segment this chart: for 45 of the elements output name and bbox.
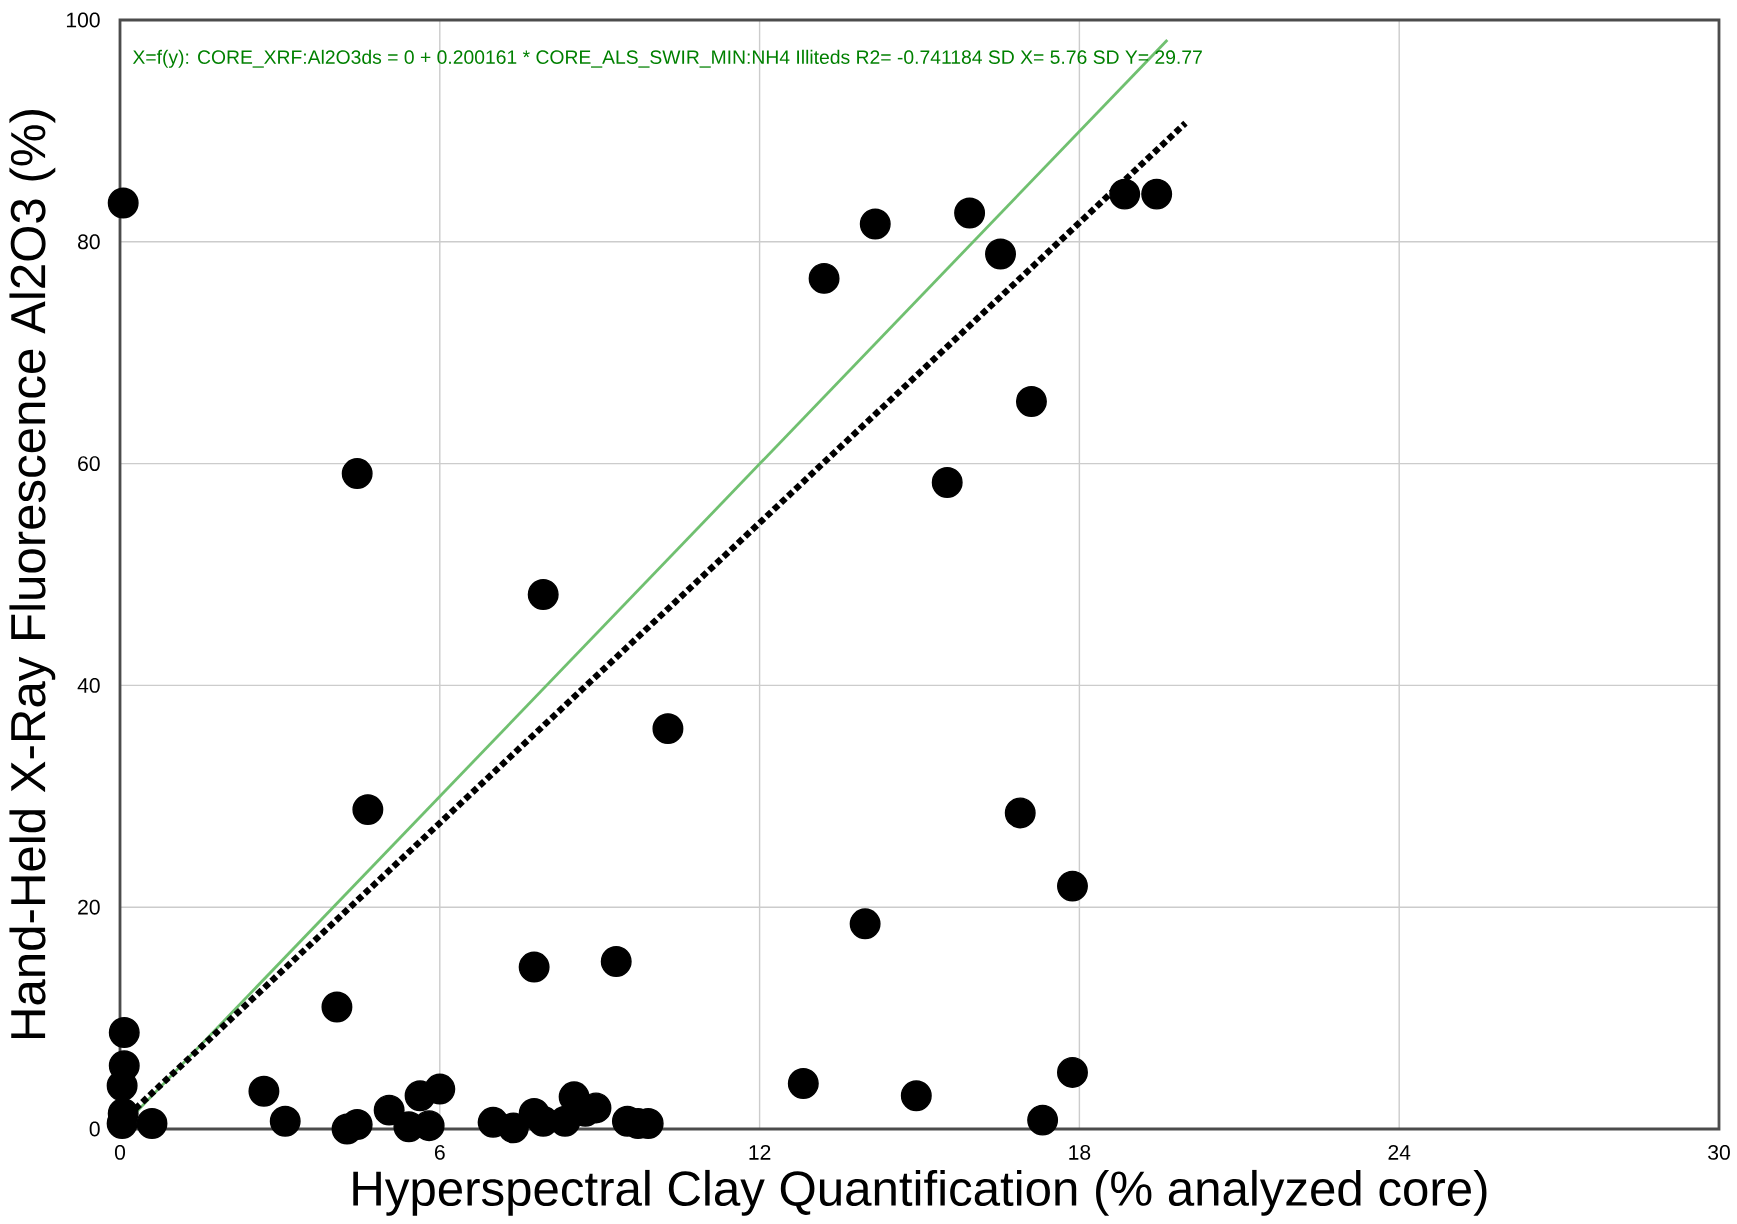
y-tick-label: 0 bbox=[89, 1121, 100, 1137]
point bbox=[1004, 797, 1036, 829]
point bbox=[1057, 1056, 1088, 1088]
point bbox=[985, 238, 1016, 270]
point bbox=[1027, 1104, 1059, 1136]
point bbox=[518, 951, 550, 983]
point bbox=[808, 262, 840, 294]
y-tick-label: 60 bbox=[78, 456, 100, 472]
point bbox=[108, 1017, 140, 1048]
x-axis-title: Hyperspectral Clay Quantification (% analyzed core) bbox=[353, 1169, 1487, 1216]
x-tick-label: 0 bbox=[114, 1144, 126, 1160]
annotation: X=f(y): CORE_XRF:Al2O3ds = 0 + 0.200161 * CORE_ALS_SWIR_MIN:NH4 Illiteds R2= -0.741184 SD X= 5.76 SD Y= 29.77 bbox=[132, 49, 1202, 68]
point bbox=[424, 1073, 456, 1105]
x-tick-label: 24 bbox=[1388, 1144, 1411, 1160]
point bbox=[600, 946, 632, 977]
point bbox=[954, 197, 986, 229]
point bbox=[849, 908, 881, 940]
point bbox=[931, 466, 963, 498]
point bbox=[107, 187, 139, 219]
point bbox=[269, 1105, 301, 1137]
y-tick-label: 80 bbox=[78, 234, 100, 250]
point bbox=[787, 1068, 819, 1099]
x-tick-label: 12 bbox=[749, 1144, 771, 1160]
point bbox=[321, 991, 353, 1023]
point bbox=[859, 208, 891, 240]
point bbox=[1015, 386, 1047, 417]
point bbox=[1141, 178, 1173, 210]
point bbox=[497, 1112, 529, 1144]
y-tick-label: 20 bbox=[78, 899, 100, 915]
y-axis-title: Hand-Held X-Ray Fluorescence Al2O3 (%) bbox=[9, 110, 56, 1039]
x-tick-label: 18 bbox=[1069, 1144, 1091, 1160]
point bbox=[136, 1107, 168, 1139]
point bbox=[1057, 870, 1088, 902]
y-tick-label: 100 bbox=[66, 12, 100, 28]
point bbox=[1109, 178, 1141, 210]
point bbox=[652, 713, 684, 745]
point bbox=[900, 1080, 932, 1112]
point bbox=[248, 1075, 280, 1107]
point bbox=[341, 458, 373, 490]
x-tick-label: 6 bbox=[434, 1144, 445, 1160]
y-tick-label: 40 bbox=[77, 677, 100, 693]
point bbox=[527, 578, 559, 610]
x-tick-label: 30 bbox=[1708, 1144, 1730, 1160]
point bbox=[352, 794, 384, 826]
point bbox=[373, 1094, 405, 1126]
